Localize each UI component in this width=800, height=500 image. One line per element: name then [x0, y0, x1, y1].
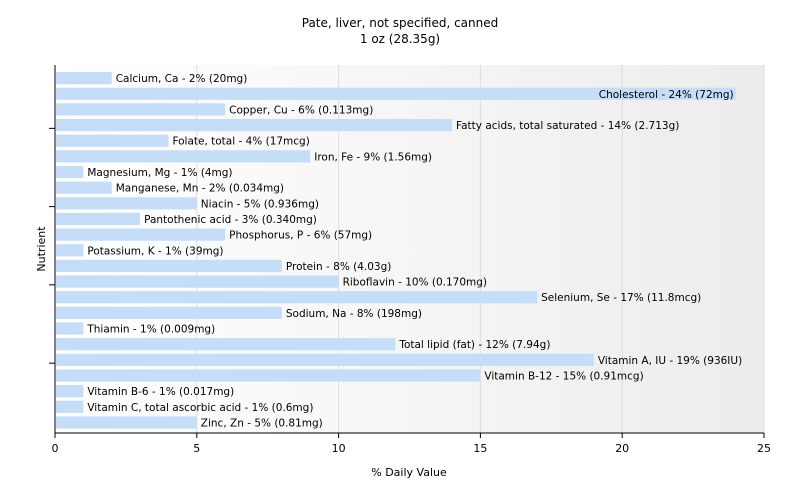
bar-label: Thiamin - 1% (0.009mg): [86, 324, 215, 336]
bar: [56, 103, 226, 116]
bar-label: Potassium, K - 1% (39mg): [87, 245, 223, 257]
bar-label: Folate, total - 4% (17mcg): [172, 136, 309, 148]
bar: [56, 150, 311, 163]
bar-label: Vitamin B-6 - 1% (0.017mg): [87, 386, 234, 398]
bar-label: Manganese, Mn - 2% (0.034mg): [116, 183, 284, 195]
bar-label: Protein - 8% (4.03g): [286, 261, 392, 273]
bar: [56, 244, 84, 257]
x-axis-title: % Daily Value: [371, 466, 447, 479]
bar: [56, 338, 396, 351]
bar-label: Niacin - 5% (0.936mg): [201, 198, 319, 210]
bar-label: Riboflavin - 10% (0.170mg): [343, 277, 487, 289]
bar: [56, 134, 169, 147]
x-tick-label: 15: [473, 442, 487, 455]
bar: [56, 400, 84, 413]
bar: [56, 353, 594, 366]
bar: [56, 228, 226, 241]
bar-label: Total lipid (fat) - 12% (7.94g): [398, 339, 550, 351]
bar: [56, 306, 282, 319]
bar: [56, 87, 736, 100]
bar-label: Pantothenic acid - 3% (0.340mg): [144, 214, 317, 226]
x-tick-label: 10: [332, 442, 346, 455]
bar: [56, 118, 453, 132]
bar: [56, 385, 84, 398]
bar-label: Fatty acids, total saturated - 14% (2.71…: [456, 120, 679, 132]
bar: [56, 369, 481, 382]
bar-label: Selenium, Se - 17% (11.8mcg): [541, 292, 701, 304]
bar-label: Magnesium, Mg - 1% (4mg): [87, 167, 232, 179]
bar: [56, 197, 197, 210]
bar-label: Vitamin B-12 - 15% (0.91mcg): [484, 370, 643, 382]
bar: [56, 165, 84, 179]
chart-title: Pate, liver, not specified, canned: [301, 16, 499, 30]
bar: [56, 259, 282, 273]
x-tick-label: 25: [757, 442, 771, 455]
bar: [56, 275, 339, 288]
x-tick-label: 20: [615, 442, 629, 455]
x-tick-label: 0: [52, 442, 59, 455]
bar-label: Zinc, Zn - 5% (0.81mg): [201, 417, 323, 429]
bar-label: Vitamin A, IU - 19% (936IU): [598, 355, 742, 367]
bar-label: Copper, Cu - 6% (0.113mg): [229, 104, 373, 116]
y-axis-title: Nutrient: [35, 226, 48, 272]
bar: [56, 72, 112, 85]
bar-label: Sodium, Na - 8% (198mg): [286, 308, 422, 320]
bar: [56, 291, 538, 304]
bar: [56, 212, 141, 226]
chart-title-block: Pate, liver, not specified, canned 1 oz …: [0, 15, 800, 47]
bar-label: Iron, Fe - 9% (1.56mg): [314, 151, 432, 163]
x-tick-label: 5: [193, 442, 200, 455]
bar: [56, 416, 197, 429]
chart-subtitle: 1 oz (28.35g): [359, 32, 441, 46]
bar: [56, 181, 112, 194]
bar-label: Cholesterol - 24% (72mg): [599, 89, 734, 101]
bar-label: Vitamin C, total ascorbic acid - 1% (0.6…: [87, 402, 313, 414]
bar: [56, 322, 84, 335]
bar-label: Calcium, Ca - 2% (20mg): [116, 73, 248, 85]
bar-label: Phosphorus, P - 6% (57mg): [229, 230, 372, 242]
